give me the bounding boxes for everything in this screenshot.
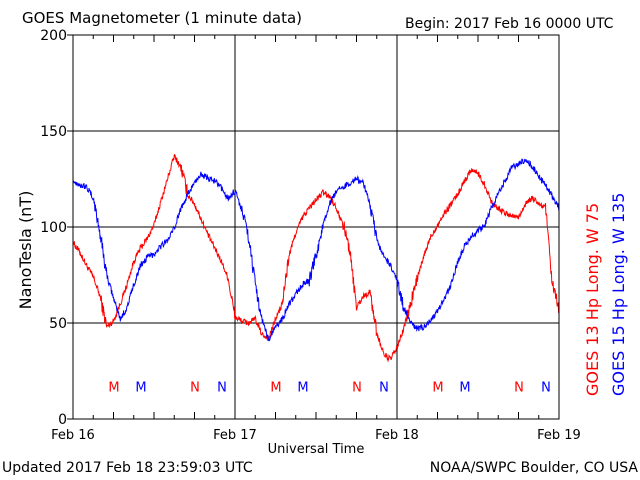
y-tick-label: 150 <box>40 124 67 140</box>
credit-text: NOAA/SWPC Boulder, CO USA <box>430 460 639 476</box>
event-marker-n: N <box>217 380 227 395</box>
event-marker-m: M <box>270 380 281 395</box>
x-tick-label: Feb 16 <box>51 428 95 443</box>
event-marker-n: N <box>352 380 362 395</box>
event-marker-m: M <box>459 380 470 395</box>
event-marker-m: M <box>432 380 443 395</box>
event-marker-m: M <box>297 380 308 395</box>
event-marker-n: N <box>379 380 389 395</box>
chart-title: GOES Magnetometer (1 minute data) <box>22 9 302 27</box>
event-marker-n: N <box>514 380 524 395</box>
y-tick-label: 100 <box>40 220 67 236</box>
axes: 0 50 100 150 200 Feb 16 Feb 17 Feb 18 Feb 19 <box>40 28 581 443</box>
y-tick-label: 200 <box>40 28 67 44</box>
y-tick-label: 50 <box>49 316 67 332</box>
series-lines <box>72 154 560 363</box>
event-marker-n: N <box>190 380 200 395</box>
event-marker-n: N <box>541 380 551 395</box>
begin-label: Begin: 2017 Feb 16 0000 UTC <box>405 16 614 32</box>
y-axis-label: NanoTesla (nT) <box>16 191 35 310</box>
legend-goes15: GOES 15 Hp Long. W 135 <box>609 193 628 396</box>
series-line-goes13 <box>72 154 560 363</box>
x-axis-label: Universal Time <box>268 442 365 457</box>
legend-goes13: GOES 13 Hp Long. W 75 <box>583 203 602 396</box>
y-tick-label: 0 <box>58 412 67 428</box>
x-tick-label: Feb 19 <box>537 428 581 443</box>
event-marker-m: M <box>135 380 146 395</box>
updated-text: Updated 2017 Feb 18 23:59:03 UTC <box>2 460 253 476</box>
x-tick-label: Feb 18 <box>375 428 419 443</box>
plot-frame <box>72 34 560 420</box>
event-marker-m: M <box>108 380 119 395</box>
x-tick-label: Feb 17 <box>213 428 257 443</box>
series-line-goes15 <box>72 158 560 342</box>
